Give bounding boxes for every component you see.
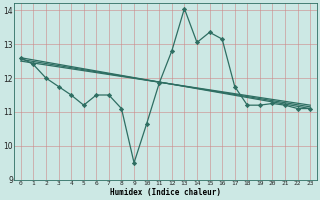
X-axis label: Humidex (Indice chaleur): Humidex (Indice chaleur)	[110, 188, 221, 197]
